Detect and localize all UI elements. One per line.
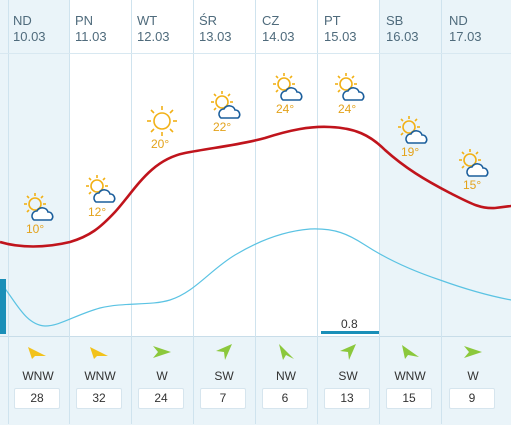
column-divider [255, 0, 256, 424]
wind-speed-box: 9 [449, 388, 495, 409]
sun-cloud-icon [273, 73, 303, 101]
weekday-label: WT [137, 13, 158, 28]
wind-speed-box: 15 [386, 388, 432, 409]
weekday-label: PN [75, 13, 94, 28]
temperature-label: 22° [213, 120, 232, 134]
day-header-6: SB 16.03 [386, 13, 448, 45]
day-header-5: PT 15.03 [324, 13, 386, 45]
date-label: 12.03 [137, 29, 170, 44]
column-divider [193, 336, 194, 424]
sun-cloud-icon [211, 91, 241, 119]
temperature-label: 24° [276, 102, 295, 116]
wind-speed-box: 24 [138, 388, 184, 409]
weekday-label: ND [449, 13, 468, 28]
wind-arrow-icon [279, 344, 294, 360]
wind-direction-label: W [156, 369, 168, 383]
column-divider [317, 0, 318, 424]
wind-direction-label: WNW [394, 369, 426, 383]
wind-direction-label: SW [214, 369, 234, 383]
secondary-trend-line [0, 228, 511, 327]
wind-arrow-icon [153, 346, 171, 358]
column-divider [441, 0, 442, 424]
wind-speed-box: 13 [324, 388, 370, 409]
date-label: 17.03 [449, 29, 482, 44]
sun-cloud-icon [24, 193, 54, 221]
temperature-label: 15° [463, 178, 482, 192]
column-divider [193, 0, 194, 424]
wind-direction-label: WNW [22, 369, 54, 383]
date-label: 15.03 [324, 29, 357, 44]
wind-arrow-icon [464, 346, 482, 358]
wind-speed-box: 6 [262, 388, 308, 409]
column-divider [317, 336, 318, 424]
wind-speed-box: 32 [76, 388, 122, 409]
temperature-chart [0, 125, 511, 334]
weekday-label: CZ [262, 13, 280, 28]
date-label: 14.03 [262, 29, 295, 44]
wind-arrow-icon [28, 347, 46, 359]
weekday-label: ŚR [199, 13, 218, 28]
day-header-2: WT 12.03 [137, 13, 199, 45]
temperature-line [0, 125, 511, 248]
column-divider [69, 336, 70, 424]
weekday-label: PT [324, 13, 341, 28]
wind-speed-box: 7 [200, 388, 246, 409]
column-bg-0 [8, 0, 69, 336]
weekday-label: ND [13, 13, 32, 28]
temperature-label: 10° [26, 222, 45, 236]
column-divider [255, 336, 256, 424]
sun-cloud-icon [335, 73, 365, 101]
precipitation-bar-0 [0, 279, 6, 334]
column-bg-2 [131, 0, 193, 336]
sun-cloud-icon [86, 175, 116, 203]
temperature-label: 24° [338, 102, 357, 116]
date-label: 13.03 [199, 29, 232, 44]
wind-direction-label: WNW [84, 369, 116, 383]
day-header-7: ND 17.03 [449, 13, 511, 45]
sun-cloud-icon [459, 149, 489, 177]
temperature-label: 19° [401, 145, 420, 159]
wind-direction-label: SW [338, 369, 358, 383]
precipitation-bar-5 [321, 331, 379, 334]
column-divider [379, 0, 380, 424]
column-divider [8, 336, 9, 424]
column-divider [8, 0, 9, 424]
date-label: 11.03 [75, 29, 107, 44]
wind-arrow-icon [402, 345, 419, 359]
column-divider [69, 0, 70, 424]
column-divider [441, 336, 442, 424]
date-label: 10.03 [13, 29, 46, 44]
wind-direction-label: W [467, 369, 479, 383]
day-header-4: CZ 14.03 [262, 13, 324, 45]
column-divider [131, 336, 132, 424]
wind-arrow-icon [216, 344, 232, 360]
header-row [0, 0, 511, 54]
day-header-3: ŚR 13.03 [199, 13, 261, 45]
sun-cloud-icon [398, 116, 428, 144]
date-label: 16.03 [386, 29, 419, 44]
column-divider [379, 336, 380, 424]
wind-speed-box: 28 [14, 388, 60, 409]
column-bg-4 [255, 0, 317, 336]
day-header-1: PN 11.03 [75, 13, 137, 45]
wind-arrow-icon [340, 344, 356, 360]
weekday-label: SB [386, 13, 404, 28]
sun-icon [147, 106, 177, 136]
temperature-label: 12° [88, 205, 107, 219]
day-header-0: ND 10.03 [13, 13, 75, 45]
wind-direction-label: NW [276, 369, 296, 383]
wind-arrow-icon [90, 347, 108, 359]
column-bg-5 [317, 0, 379, 336]
column-divider [131, 0, 132, 424]
column-bg-1 [69, 0, 131, 336]
temperature-label: 20° [151, 137, 170, 151]
precipitation-label: 0.8 [341, 317, 358, 331]
